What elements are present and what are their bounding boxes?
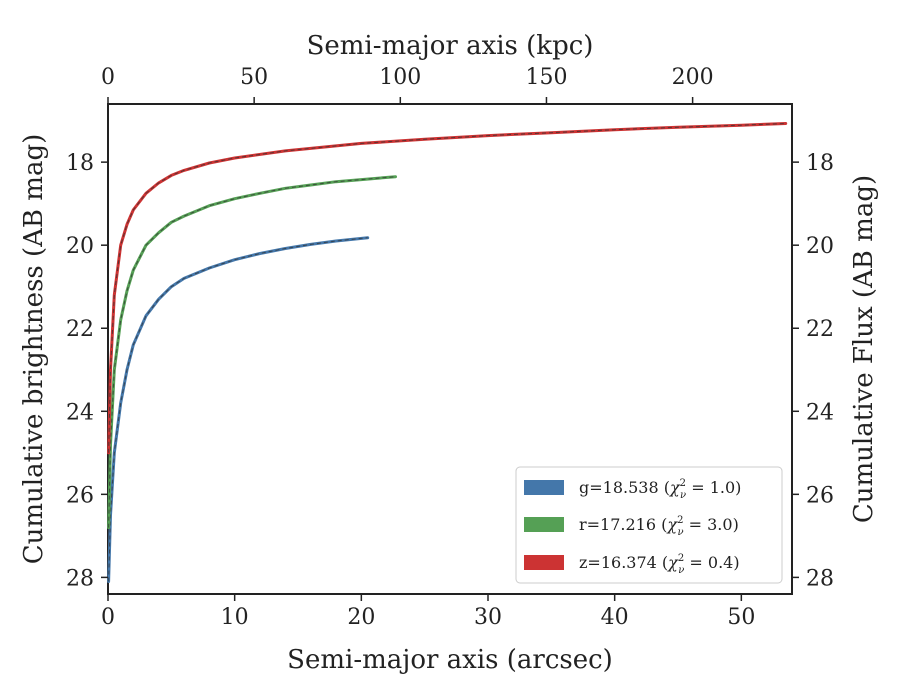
- legend-swatch-z: [524, 555, 564, 570]
- top-x-tick-label: 50: [240, 65, 268, 90]
- plot-area-frame: [107, 103, 793, 595]
- x-tick-label: 0: [101, 605, 115, 630]
- x-tick-label: 50: [727, 605, 755, 630]
- legend-frame: [515, 466, 783, 584]
- x-tick-label: 30: [474, 605, 502, 630]
- series-fit-line-2: [108, 123, 786, 453]
- x-tick-label: 20: [347, 605, 375, 630]
- top-x-tick-label: 100: [379, 65, 421, 90]
- right-y-tick-label: 20: [806, 234, 834, 259]
- y-tick-label: 18: [66, 151, 94, 176]
- y-tick-label: 22: [66, 317, 94, 342]
- y-axis-title: Cumulative brightness (AB mag): [19, 134, 49, 565]
- right-y-tick-label: 24: [806, 400, 834, 425]
- series-line-1: [107, 175, 397, 530]
- legend-label-z: z=16.374 (χ2 ν = 0.4): [579, 553, 740, 576]
- right-y-axis-title: Cumulative Flux (AB mag): [849, 175, 879, 523]
- right-y-tick-label: 28: [806, 566, 834, 591]
- y-tick-label: 20: [66, 234, 94, 259]
- right-y-tick-label: 26: [806, 483, 834, 508]
- legend-swatch-r: [524, 517, 564, 532]
- x-axis-title: Semi-major axis (arcsec): [287, 645, 613, 675]
- series-fit-line-0: [108, 237, 368, 582]
- series-line-2: [107, 122, 788, 455]
- legend-swatch-g: [524, 480, 564, 495]
- top-x-axis-title: Semi-major axis (kpc): [307, 31, 594, 61]
- legend-label-g: g=18.538 (χ2 ν = 1.0): [579, 478, 741, 501]
- legend: g=18.538 (χ2 ν = 1.0) r=17.216 (χ2 ν = 3.0…: [515, 466, 783, 584]
- series-curves: [107, 122, 788, 583]
- top-x-tick-label: 0: [101, 65, 115, 90]
- x-tick-label: 10: [221, 605, 249, 630]
- legend-label-r: r=17.216 (χ2 ν = 3.0): [579, 515, 739, 538]
- top-x-tick-label: 200: [672, 65, 714, 90]
- right-y-tick-label: 22: [806, 317, 834, 342]
- series-line-0: [107, 236, 370, 583]
- axis-ticks: 0 10 20 30 40 50 0 50 100 150 200 18 18 20 20 22 22 24 24 2…: [66, 65, 834, 630]
- top-x-tick-label: 150: [525, 65, 567, 90]
- right-y-tick-label: 18: [806, 151, 834, 176]
- series-fit-line-1: [108, 176, 396, 528]
- y-tick-label: 28: [66, 566, 94, 591]
- y-tick-label: 24: [66, 400, 94, 425]
- x-tick-label: 40: [601, 605, 629, 630]
- y-tick-label: 26: [66, 483, 94, 508]
